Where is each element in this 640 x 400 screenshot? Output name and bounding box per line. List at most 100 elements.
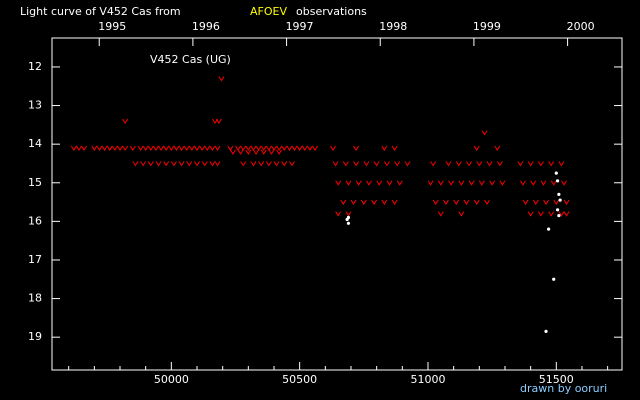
limit-marker bbox=[468, 180, 475, 186]
limit-marker bbox=[360, 199, 367, 206]
limit-marker bbox=[386, 180, 393, 186]
limit-marker bbox=[345, 180, 352, 186]
y-tick-label: 12 bbox=[28, 60, 42, 73]
x2-tick-label: 1995 bbox=[98, 20, 126, 33]
limit-marker bbox=[445, 161, 452, 167]
limit-marker bbox=[340, 199, 347, 206]
limit-marker bbox=[391, 199, 398, 206]
limit-marker bbox=[537, 211, 544, 217]
limit-marker bbox=[286, 145, 293, 151]
limit-marker bbox=[271, 145, 277, 151]
limit-marker bbox=[563, 199, 570, 206]
observation-point bbox=[557, 213, 561, 218]
observation-point bbox=[552, 277, 556, 281]
limit-marker bbox=[396, 180, 403, 186]
limit-marker bbox=[312, 145, 318, 151]
limit-marker bbox=[245, 149, 252, 155]
limit-marker bbox=[147, 161, 154, 167]
limit-marker bbox=[540, 180, 547, 186]
limit-marker bbox=[163, 161, 170, 167]
limit-marker bbox=[517, 161, 524, 167]
limit-marker bbox=[281, 161, 288, 167]
limit-marker bbox=[240, 145, 247, 151]
limit-marker bbox=[366, 180, 372, 186]
limit-marker bbox=[476, 161, 483, 167]
limit-marker bbox=[230, 149, 236, 155]
chart-title-end: observations bbox=[296, 5, 367, 18]
y-tick-label: 19 bbox=[28, 330, 42, 343]
limit-marker bbox=[235, 145, 241, 151]
x-tick-label: 50500 bbox=[282, 373, 317, 386]
limit-marker bbox=[383, 161, 390, 167]
limit-marker bbox=[291, 145, 298, 151]
observation-point bbox=[345, 217, 349, 222]
observation-point bbox=[554, 171, 558, 175]
limit-marker bbox=[371, 199, 378, 206]
limit-marker bbox=[260, 145, 267, 151]
y-tick-label: 13 bbox=[28, 99, 42, 112]
limit-marker bbox=[260, 149, 267, 155]
limit-marker bbox=[70, 145, 77, 151]
limit-marker bbox=[448, 180, 455, 186]
limit-marker bbox=[345, 211, 352, 217]
limit-marker bbox=[373, 161, 380, 167]
limit-marker bbox=[527, 161, 534, 167]
x2-tick-label: 1996 bbox=[192, 20, 220, 33]
limit-marker bbox=[96, 145, 103, 151]
limit-marker bbox=[215, 118, 222, 124]
limit-marker bbox=[227, 145, 234, 151]
limit-marker bbox=[391, 145, 398, 151]
limit-marker bbox=[335, 211, 342, 217]
limit-marker bbox=[178, 145, 185, 151]
limit-marker bbox=[117, 145, 123, 151]
limit-marker bbox=[532, 199, 539, 206]
limit-marker bbox=[443, 199, 449, 206]
y-tick-label: 15 bbox=[28, 176, 42, 189]
limit-marker bbox=[455, 161, 462, 167]
limit-marker bbox=[553, 199, 560, 206]
y-tick-label: 14 bbox=[28, 137, 42, 150]
limit-marker bbox=[194, 145, 200, 151]
y-tick-label: 18 bbox=[28, 292, 42, 305]
limit-marker bbox=[209, 161, 216, 167]
limit-marker bbox=[76, 145, 82, 151]
plot-frame bbox=[51, 37, 623, 371]
observation-point bbox=[346, 221, 351, 225]
limit-marker bbox=[163, 145, 170, 151]
limit-marker bbox=[106, 145, 113, 151]
limit-marker bbox=[155, 161, 162, 167]
limit-marker bbox=[520, 180, 526, 186]
limit-marker bbox=[129, 145, 136, 151]
limit-marker bbox=[484, 199, 490, 206]
limit-marker bbox=[363, 161, 370, 167]
x2-tick-label: 2000 bbox=[567, 20, 595, 33]
limit-marker bbox=[478, 180, 485, 186]
limit-marker bbox=[245, 145, 252, 151]
limit-marker bbox=[250, 161, 257, 167]
limit-marker bbox=[201, 161, 208, 167]
limit-marker bbox=[458, 211, 465, 217]
y-tick-label: 17 bbox=[28, 253, 42, 266]
limit-marker bbox=[353, 161, 360, 167]
limit-marker bbox=[342, 161, 349, 167]
limit-marker bbox=[81, 145, 88, 151]
limit-marker bbox=[168, 145, 175, 151]
annotation: V452 Cas (UG) bbox=[150, 53, 231, 66]
chart-title: Light curve of V452 Cas from bbox=[20, 5, 181, 18]
limit-marker bbox=[178, 161, 185, 167]
observation-point bbox=[558, 198, 562, 202]
limit-marker bbox=[486, 161, 493, 167]
limit-marker bbox=[91, 145, 98, 151]
limit-marker bbox=[253, 149, 259, 155]
limit-marker bbox=[335, 180, 342, 186]
x2-tick-label: 1997 bbox=[286, 20, 314, 33]
limit-marker bbox=[199, 145, 206, 151]
limit-marker bbox=[463, 199, 470, 206]
limit-marker bbox=[432, 199, 439, 206]
observation-point bbox=[557, 192, 561, 196]
limit-marker bbox=[563, 211, 570, 217]
limit-marker bbox=[268, 149, 275, 155]
limit-marker bbox=[466, 161, 472, 167]
limit-marker bbox=[218, 76, 225, 82]
